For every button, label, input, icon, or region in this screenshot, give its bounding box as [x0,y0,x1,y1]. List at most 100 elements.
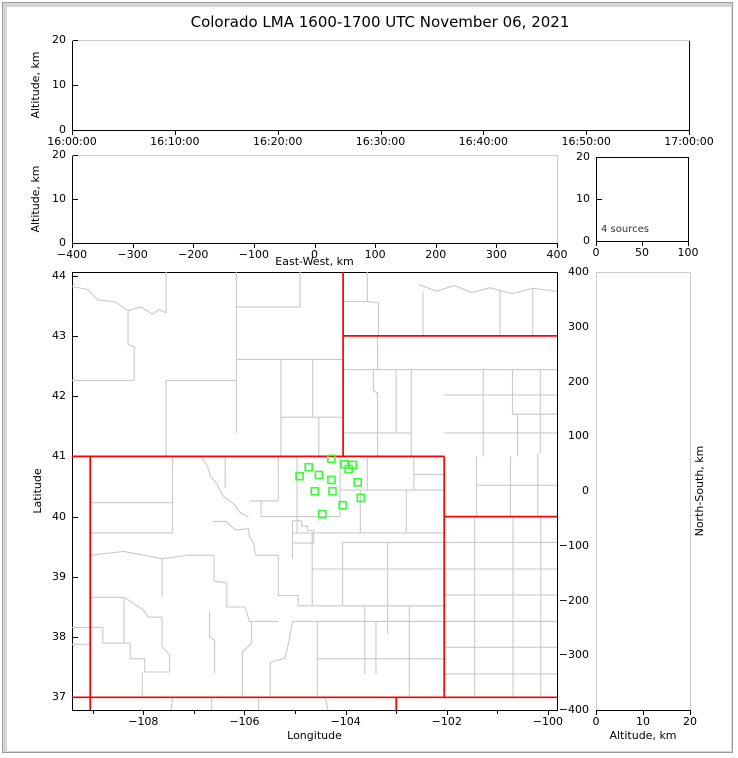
county-line [511,369,519,457]
map-ytick-label: 37 [52,690,66,704]
alt-histogram-spine-left [596,157,597,242]
map-spine-left [72,272,73,711]
map-xtick [143,711,144,715]
lma-station-marker [353,478,363,487]
time-height-ytick [73,130,78,131]
county-line [123,596,162,618]
time-height-xtick-label: 16:10:00 [150,135,200,148]
map-ytick-label: 40 [52,509,66,523]
ns-height-spine-left [596,272,597,711]
ew-height-ytick [73,243,78,244]
ns-height-xtick [596,711,597,715]
county-line [366,272,380,336]
ew-height-spine-left [72,155,73,244]
alt-histogram-spine-top [596,157,689,158]
ew-height-ytick [73,155,78,156]
ew-height-spine-right [557,155,558,244]
time-height-ytick [73,85,78,86]
ew-height-xtick-label: 200 [425,248,447,261]
ns-height-spine-top [596,272,691,273]
time-height-ytick-label: 20 [52,33,66,46]
map-xtick-minor [194,711,195,714]
source-count-annotation: 4 sources [601,224,649,235]
map-spine-right [557,272,558,711]
time-height-xtick [381,131,382,135]
time-height-xtick-label: 16:00:00 [47,135,97,148]
ns-height-ytick-label: −100 [558,538,589,552]
time-height-ytick-label: 10 [52,78,66,91]
ew-height-ytick-label: 0 [59,236,66,249]
county-line [213,555,228,607]
county-line [200,456,249,518]
lma-station-marker [314,470,324,480]
alt-histogram-xtick [596,242,597,246]
county-line [241,621,253,698]
ew-height-xtick [375,244,376,248]
time-height-spine-top [72,40,690,41]
ew-height-xtick-label: 300 [485,248,507,261]
ew-height-xtick [557,244,558,248]
ns-height-ytick-label: −200 [558,593,589,607]
map-xtick-minor [497,711,498,714]
time-height-xtick [175,131,176,135]
map-ytick [73,276,78,277]
county-line [90,626,131,644]
ns-height-xtick [690,711,691,715]
county-line [209,611,216,674]
ew-height-spine-bottom [72,243,558,244]
ns-height-xtick [643,711,644,715]
map-xtick-label: −104 [330,715,361,728]
county-line [269,621,294,698]
map-ytick [73,517,78,518]
map-xtick-minor [93,711,94,714]
lma-station-marker [327,475,336,485]
ew-height-ytick-label: 10 [52,192,66,205]
county-line [127,310,135,381]
county-line [418,284,557,295]
map-ytick-label: 41 [52,449,66,463]
map-ytick-label: 44 [52,268,66,282]
map-xtick-label: −102 [431,715,462,728]
alt-histogram-spine-right [688,157,689,242]
ew-height-xtick-label: 100 [364,248,386,261]
map-ytick [73,577,78,578]
time-height-xtick-label: 16:20:00 [252,135,303,148]
ew-height-xtick [254,244,255,248]
county-line [170,697,174,710]
ew-height-xtick [72,244,73,248]
ns-height-ytick-label: 0 [582,484,589,497]
time-height-xtick-label: 17:00:00 [664,135,714,148]
county-line [72,285,167,315]
ew-height-xtick [133,244,134,248]
map-xtick-label: −106 [229,715,260,728]
ns-height-ytick-label: −400 [558,703,589,716]
alt-histogram-xtick [688,242,689,246]
alt-histogram-ytick-label: 0 [583,234,590,247]
time-height-xtick [586,131,587,135]
map-ytick-label: 42 [52,389,66,403]
time-height-ytick [73,40,78,41]
figure-background [7,7,731,751]
lma-station-marker [356,493,366,503]
ns-height-xlabel: Altitude, km [609,729,677,742]
county-line [212,520,257,556]
ew-height-xtick [496,244,497,248]
time-height-spine-bottom [72,130,690,131]
map-ylabel: Latitude [31,468,44,514]
lma-station-marker [304,462,313,472]
alt-histogram-xtick-label: 50 [635,246,649,259]
lma-station-marker [295,471,304,481]
time-height-xtick-label: 16:40:00 [458,135,509,148]
alt-histogram-ytick [597,157,602,158]
alt-histogram-ytick [597,199,602,200]
ew-height-ylabel: Altitude, km [29,165,42,233]
map-xtick-label: −100 [532,715,563,728]
ns-height-spine-bottom [596,710,691,711]
ns-height-xtick-label: 20 [683,715,697,728]
county-line [292,520,315,538]
alt-histogram-spine-bottom [596,241,689,242]
ew-height-xtick [193,244,194,248]
time-height-spine-left [72,40,73,131]
map-xtick [346,711,347,715]
